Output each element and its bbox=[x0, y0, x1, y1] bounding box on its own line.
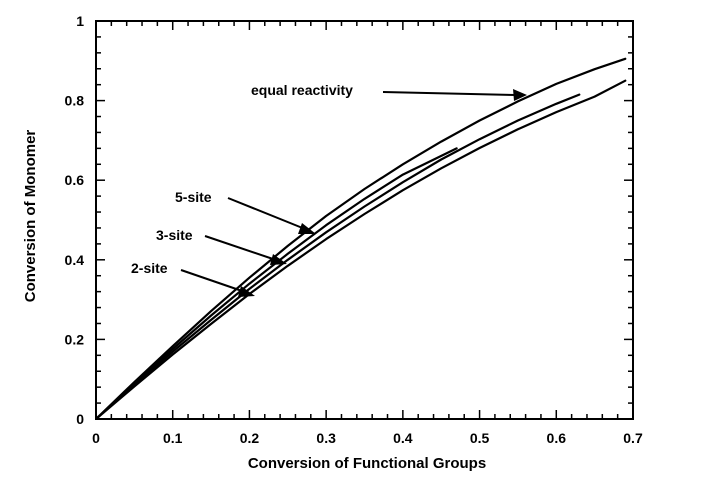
axis-ticks bbox=[95, 20, 634, 420]
annotation-arrows bbox=[180, 89, 527, 297]
annotation-equal-reactivity: equal reactivity bbox=[251, 82, 353, 98]
series-line-5-site bbox=[96, 147, 458, 419]
x-tick-label: 0.6 bbox=[547, 430, 567, 446]
x-tick-label: 0.7 bbox=[623, 430, 643, 446]
y-tick-labels: 0 0.2 0.4 0.6 0.8 1 bbox=[65, 13, 85, 427]
x-tick-label: 0.5 bbox=[470, 430, 490, 446]
arrowhead-2-site bbox=[238, 286, 255, 297]
annotation-2-site: 2-site bbox=[131, 260, 168, 276]
y-tick-label: 0 bbox=[76, 411, 84, 427]
arrow-5-site bbox=[227, 197, 306, 230]
x-tick-label: 0 bbox=[92, 430, 100, 446]
x-tick-label: 0.4 bbox=[393, 430, 413, 446]
series-lines bbox=[96, 57, 627, 419]
y-tick-label: 0.4 bbox=[65, 252, 85, 268]
series-line-3-site bbox=[96, 93, 581, 419]
series-line-2-site bbox=[96, 79, 627, 419]
arrowhead-equal-reactivity bbox=[513, 89, 527, 101]
arrow-equal-reactivity bbox=[382, 91, 517, 96]
arrowhead-3-site bbox=[270, 254, 287, 265]
plot-frame bbox=[95, 20, 634, 420]
y-tick-label: 1 bbox=[76, 13, 84, 29]
series-line-equal-reactivity bbox=[96, 57, 627, 419]
y-axis-title: Conversion of Monomer bbox=[22, 130, 39, 303]
annotation-5-site: 5-site bbox=[175, 189, 212, 205]
arrow-3-site bbox=[204, 235, 277, 261]
y-tick-label: 0.2 bbox=[65, 331, 85, 347]
x-tick-label: 0.3 bbox=[316, 430, 336, 446]
arrow-2-site bbox=[180, 269, 246, 293]
x-axis-title: Conversion of Functional Groups bbox=[248, 455, 486, 472]
x-tick-label: 0.2 bbox=[240, 430, 260, 446]
y-tick-label: 0.6 bbox=[65, 172, 85, 188]
y-tick-label: 0.8 bbox=[65, 93, 85, 109]
x-tick-label: 0.1 bbox=[163, 430, 183, 446]
arrowhead-5-site bbox=[298, 223, 316, 234]
x-tick-labels: 0 0.1 0.2 0.3 0.4 0.5 0.6 0.7 bbox=[92, 430, 643, 446]
annotation-3-site: 3-site bbox=[156, 227, 193, 243]
